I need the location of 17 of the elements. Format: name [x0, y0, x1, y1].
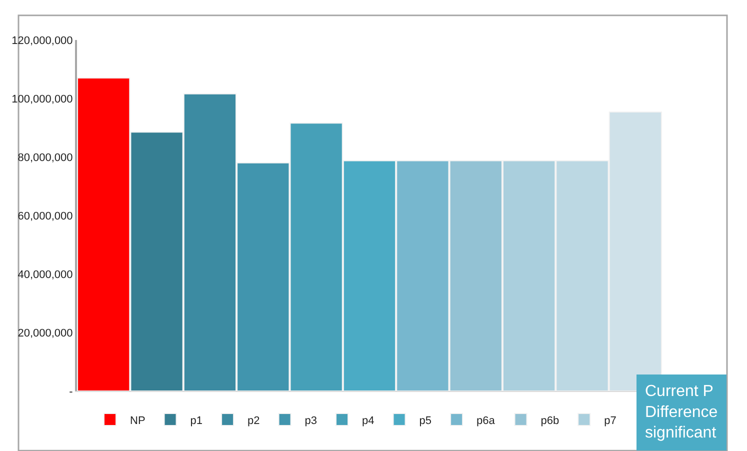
- legend-label: p6a: [476, 414, 496, 427]
- y-tick-label: 40,000,000: [18, 268, 73, 281]
- y-tick-label: 80,000,000: [18, 152, 73, 164]
- y-tick-label: 60,000,000: [18, 210, 73, 222]
- legend-label: p2: [248, 414, 260, 427]
- legend-label: p6b: [540, 414, 560, 427]
- legend-label: p7: [604, 414, 616, 427]
- y-tick-label: 100,000,000: [12, 93, 73, 106]
- legend-label: NP: [130, 414, 146, 427]
- legend-label: p5: [419, 414, 432, 427]
- y-tick-label: 20,000,000: [18, 327, 73, 340]
- y-tick-label: 120,000,000: [12, 34, 73, 47]
- y-tick-label: -: [69, 386, 74, 398]
- annotation: Current P Difference significant: [645, 383, 718, 442]
- legend-label: p1: [190, 414, 203, 427]
- legend-label: p4: [362, 414, 374, 427]
- legend-label: p3: [304, 414, 318, 427]
